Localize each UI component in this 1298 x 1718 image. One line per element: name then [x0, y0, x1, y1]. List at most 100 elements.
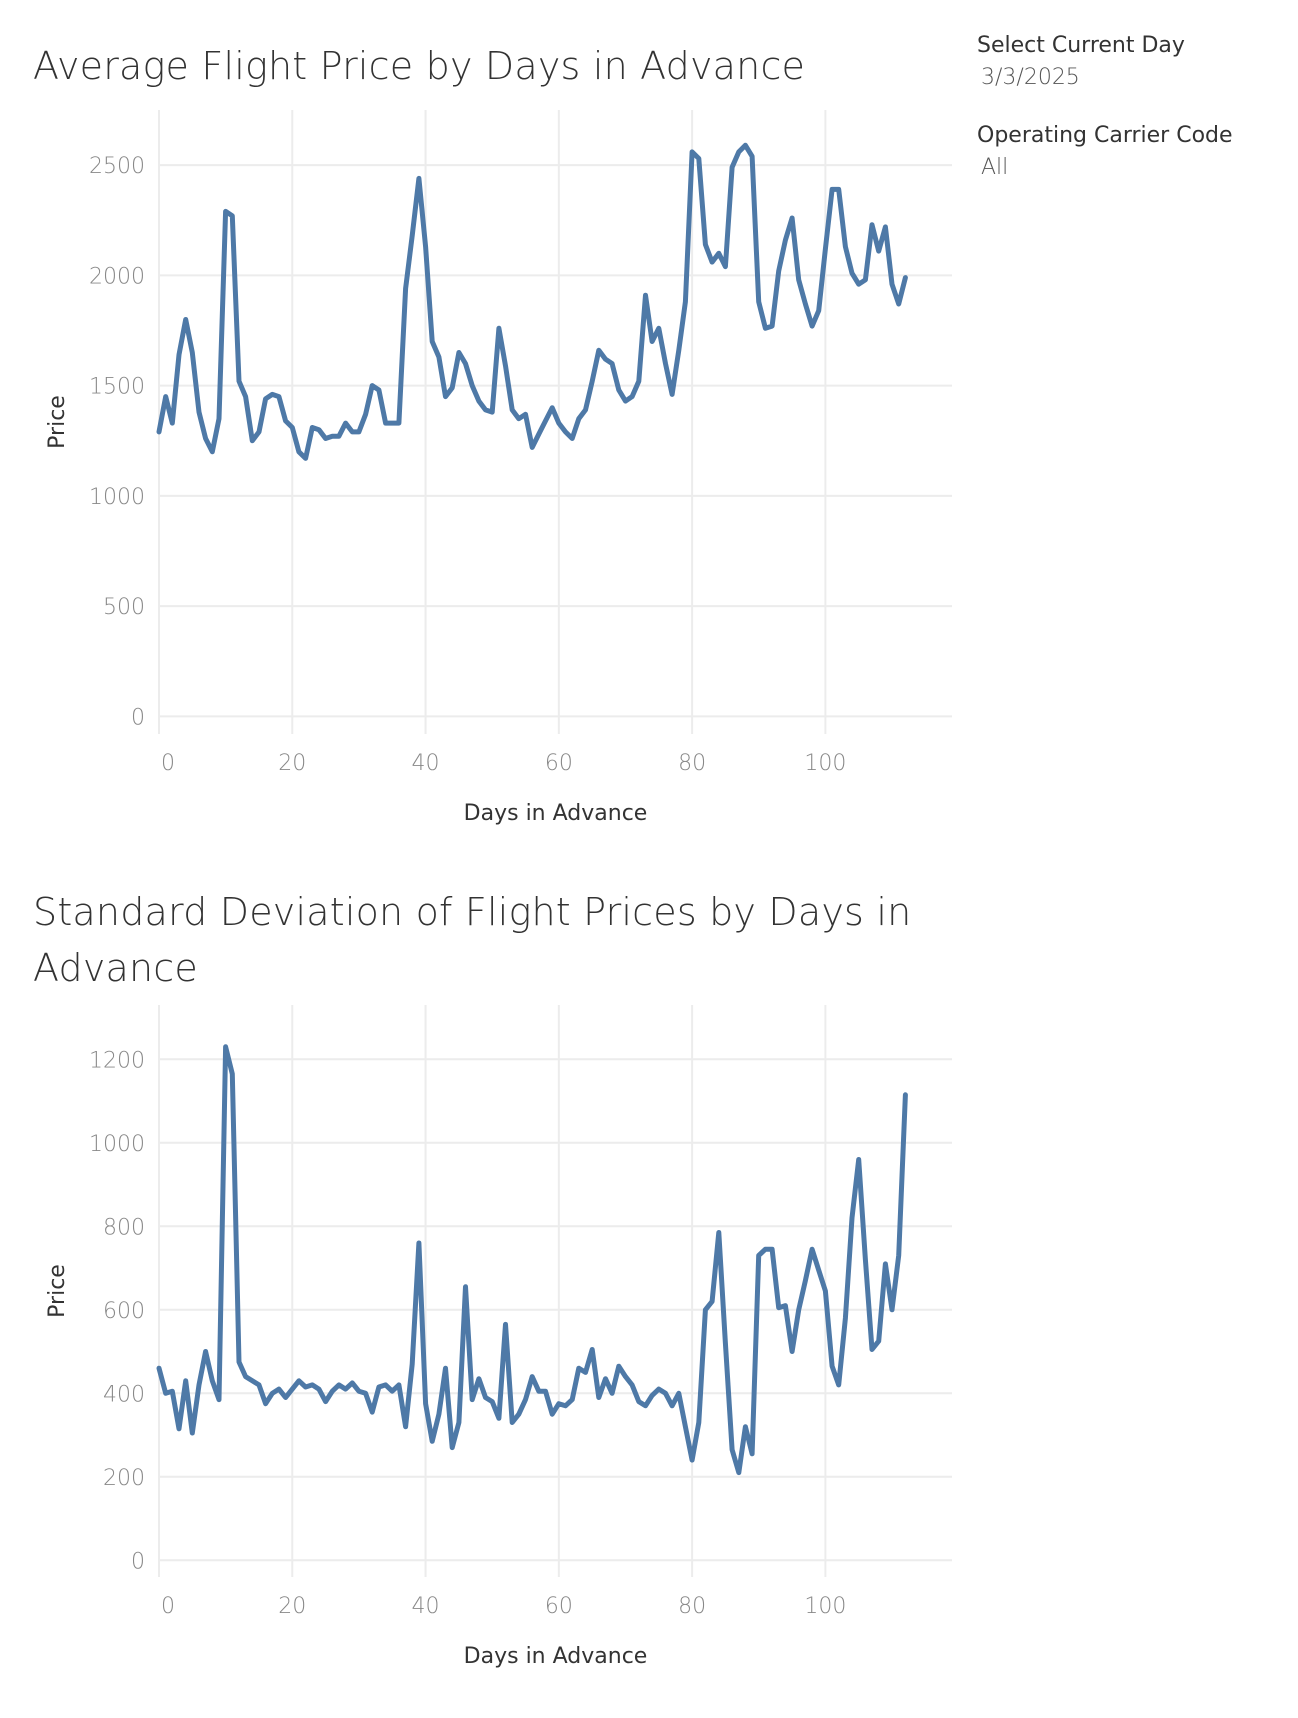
y-tick-label: 200	[103, 1466, 145, 1491]
data-point	[749, 153, 755, 159]
data-point	[829, 1363, 835, 1369]
data-point	[676, 347, 682, 353]
data-point	[529, 444, 535, 450]
data-point	[862, 1257, 868, 1263]
data-point	[356, 429, 362, 435]
data-point	[576, 1365, 582, 1371]
data-point	[503, 1321, 509, 1327]
data-point	[729, 1447, 735, 1453]
y-tick-label: 2500	[89, 154, 145, 179]
data-point	[549, 1411, 555, 1417]
data-point	[463, 361, 469, 367]
data-point	[882, 1261, 888, 1267]
data-point	[496, 325, 502, 331]
carrier-filter: Operating Carrier Code All	[977, 120, 1277, 184]
data-point	[369, 383, 375, 389]
data-point	[416, 175, 422, 181]
y-tick-label: 2000	[89, 264, 145, 289]
data-point	[609, 361, 615, 367]
data-point	[163, 1390, 169, 1396]
data-point	[649, 1392, 655, 1398]
data-point	[223, 208, 229, 214]
data-point	[709, 1298, 715, 1304]
data-point	[822, 246, 828, 252]
data-point	[449, 1445, 455, 1451]
data-point	[329, 433, 335, 439]
data-point	[509, 407, 515, 413]
x-tick-label: 40	[412, 1594, 440, 1619]
y-tick-label: 400	[103, 1382, 145, 1407]
data-point	[203, 1349, 209, 1355]
data-point	[529, 1374, 535, 1380]
x-tick-label: 100	[804, 1594, 846, 1619]
x-tick-label: 80	[678, 751, 706, 776]
y-tick-label: 1000	[89, 485, 145, 510]
data-point	[649, 339, 655, 345]
x-tick-label: 40	[412, 751, 440, 776]
data-point	[636, 1399, 642, 1405]
data-point	[902, 1092, 908, 1098]
data-point	[249, 1378, 255, 1384]
data-point	[569, 1397, 575, 1403]
data-point	[349, 1380, 355, 1386]
x-tick-label: 20	[278, 1594, 306, 1619]
data-point	[183, 316, 189, 322]
data-point	[616, 1363, 622, 1369]
data-point	[762, 325, 768, 331]
data-point	[796, 277, 802, 283]
data-point	[822, 1288, 828, 1294]
chart-title-average-price: Average Flight Price by Days in Advance	[33, 44, 806, 88]
data-point	[496, 1415, 502, 1421]
current-day-filter-label: Select Current Day	[977, 33, 1185, 58]
data-point	[809, 1246, 815, 1252]
average-price-line-chart: 0 500 1000 1500 2000 2500 0 20 40 60 80 100 Days in …	[45, 110, 952, 826]
data-point	[223, 1044, 229, 1050]
data-point	[656, 1386, 662, 1392]
data-point	[516, 416, 522, 422]
data-point	[802, 301, 808, 307]
data-point	[323, 1399, 329, 1405]
data-point	[436, 354, 442, 360]
data-point	[749, 1451, 755, 1457]
data-point	[856, 281, 862, 287]
data-point	[582, 1369, 588, 1375]
data-point	[776, 268, 782, 274]
data-point	[416, 1240, 422, 1246]
data-point	[403, 286, 409, 292]
data-point	[176, 352, 182, 358]
data-point	[429, 339, 435, 345]
data-point	[336, 433, 342, 439]
data-point	[536, 431, 542, 437]
data-point	[876, 1338, 882, 1344]
series-line	[156, 142, 908, 461]
data-point	[329, 1388, 335, 1394]
data-point	[796, 1307, 802, 1313]
data-point	[776, 1305, 782, 1311]
series-line	[156, 1044, 908, 1476]
data-point	[163, 394, 169, 400]
carrier-filter-label: Operating Carrier Code	[977, 123, 1233, 148]
data-point	[443, 394, 449, 400]
y-tick-label: 1200	[89, 1048, 145, 1073]
data-point	[423, 244, 429, 250]
data-point	[256, 429, 262, 435]
data-point	[896, 301, 902, 307]
x-tick-label: 100	[804, 751, 846, 776]
data-point	[523, 1397, 529, 1403]
data-point	[616, 387, 622, 393]
carrier-filter-value[interactable]: All	[981, 155, 1009, 180]
data-point	[389, 420, 395, 426]
data-point	[256, 1382, 262, 1388]
data-point	[169, 420, 175, 426]
data-point	[662, 1390, 668, 1396]
current-day-filter-value[interactable]: 3/3/2025	[981, 65, 1080, 90]
data-point	[762, 1246, 768, 1252]
data-point	[876, 248, 882, 254]
data-point	[669, 1403, 675, 1409]
data-point	[736, 1470, 742, 1476]
y-tick-label: 0	[131, 1549, 145, 1574]
data-point	[316, 427, 322, 433]
data-point	[169, 1388, 175, 1394]
data-point	[189, 350, 195, 356]
data-point	[736, 149, 742, 155]
